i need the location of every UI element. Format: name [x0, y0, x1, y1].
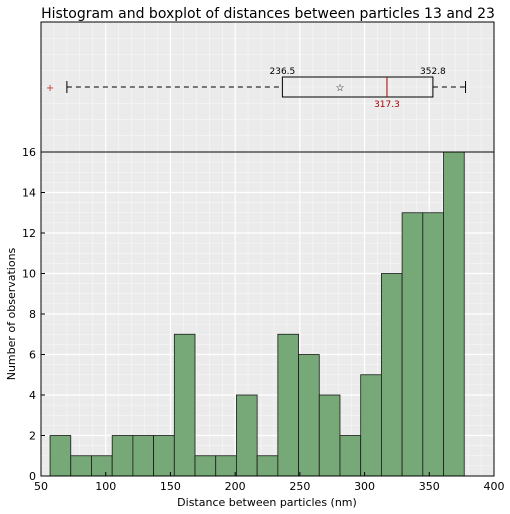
y-axis-label: Number of observations — [5, 247, 18, 380]
histogram-bar — [216, 456, 237, 476]
x-tick-label: 200 — [225, 480, 246, 493]
boxplot-mean-marker: ☆ — [335, 83, 344, 94]
histogram-bar — [402, 213, 423, 476]
x-tick-label: 350 — [419, 480, 440, 493]
chart-title: Histogram and boxplot of distances betwe… — [41, 6, 495, 22]
histogram-bar — [444, 152, 465, 476]
x-tick-label: 250 — [289, 480, 310, 493]
boxplot-q1-label: 236.5 — [270, 67, 296, 77]
histogram-bar — [319, 395, 340, 476]
histogram-bar — [91, 456, 112, 476]
x-tick-label: 50 — [34, 480, 48, 493]
histogram-bar — [299, 355, 320, 477]
y-tick-label: 6 — [29, 349, 36, 362]
y-tick-label: 8 — [29, 308, 36, 321]
x-tick-label: 300 — [354, 480, 375, 493]
histogram-bar — [361, 375, 382, 476]
histogram-bar — [381, 274, 402, 477]
histogram-bar — [174, 334, 195, 476]
histogram-bar — [340, 436, 361, 477]
histogram-bar — [133, 436, 154, 477]
boxplot-outlier: + — [46, 83, 54, 94]
histogram-bar — [278, 334, 299, 476]
histogram-bar — [236, 395, 257, 476]
y-tick-label: 16 — [22, 146, 36, 159]
x-tick-label: 100 — [95, 480, 116, 493]
y-tick-label: 2 — [29, 430, 36, 443]
histogram-bar — [50, 436, 71, 477]
histogram-bar — [423, 213, 444, 476]
histogram-bar — [154, 436, 175, 477]
y-tick-label: 0 — [29, 470, 36, 483]
x-tick-label: 400 — [484, 480, 505, 493]
histogram-bar — [71, 456, 92, 476]
x-tick-label: 150 — [160, 480, 181, 493]
boxplot-median-label: 317.3 — [374, 100, 400, 110]
histogram-bar — [257, 456, 278, 476]
boxplot-q3-label: 352.8 — [420, 67, 446, 77]
y-tick-label: 12 — [22, 227, 36, 240]
y-tick-label: 4 — [29, 389, 36, 402]
x-axis-label: Distance between particles (nm) — [177, 496, 357, 509]
histogram-bar — [112, 436, 133, 477]
y-tick-label: 14 — [22, 187, 36, 200]
histogram-bar — [195, 456, 216, 476]
y-tick-label: 10 — [22, 268, 36, 281]
